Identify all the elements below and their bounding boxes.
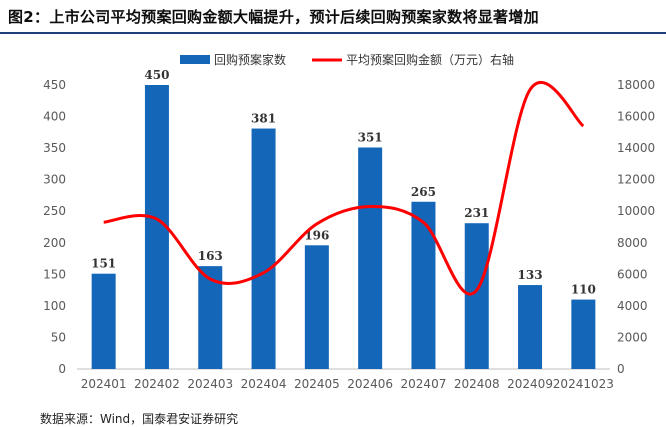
y-left-tick-label: 400 [43,110,66,124]
chart-legend: 回购预案家数 平均预案回购金额（万元）右轴 [180,52,514,67]
bar-data-label: 196 [304,228,329,242]
x-tick-label: 202405 [294,377,340,391]
y-left-tick-label: 50 [51,330,66,344]
bar-data-label: 450 [144,68,169,82]
bar [571,299,596,369]
y-right-tick-label: 18000 [617,78,655,92]
y-left-tick-label: 150 [43,267,66,281]
y-left-tick-label: 200 [43,236,66,250]
bar [358,147,383,369]
y-right-tick-label: 10000 [617,204,655,218]
bar-data-labels: 151 450 163 381 196 351 265 231 133 110 [91,68,596,297]
bar [518,285,543,369]
bar [464,223,489,369]
x-tick-label: 202401 [81,377,127,391]
legend-label-bar: 回购预案家数 [214,52,286,67]
x-tick-label: 202408 [454,377,500,391]
bar-data-label: 133 [518,268,543,282]
bar [91,273,116,369]
bar [251,128,276,369]
bar [304,245,329,369]
x-tick-label: 202404 [241,377,287,391]
line-series [103,80,585,296]
bar-data-label: 151 [91,257,116,271]
x-tick-label: 202403 [187,377,233,391]
y-left-tick-label: 300 [43,173,66,187]
y-right-tick-label: 4000 [617,299,648,313]
x-tick-label: 202406 [347,377,393,391]
y-left-tick-label: 0 [58,362,66,376]
source-note: 数据来源：Wind，国泰君安证券研究 [40,412,239,426]
bar-data-label: 381 [251,112,276,126]
legend-swatch-bar [180,55,210,64]
y-right-tick-label: 6000 [617,267,648,281]
bar-data-label: 265 [411,185,436,199]
bar-data-label: 110 [571,283,596,297]
y-left-tick-label: 250 [43,204,66,218]
y-right-tick-label: 2000 [617,330,648,344]
line-path [103,80,585,296]
bar [411,201,436,369]
bar-data-label: 351 [358,130,383,144]
x-tick-label: 202409 [507,377,553,391]
bar-data-label: 163 [198,249,223,263]
chart-axes: 0 50 100 150 200 250 300 350 400 450 0 2000 4000 6000… [43,78,655,391]
title-bar: 图2：上市公司平均预案回购金额大幅提升，预计后续回购预案家数将显著增加 [0,0,666,34]
y-right-tick-label: 0 [617,362,625,376]
x-tick-label: 20241023 [553,377,614,391]
y-left-tick-label: 450 [43,78,66,92]
chart-title: 图2：上市公司平均预案回购金额大幅提升，预计后续回购预案家数将显著增加 [8,8,539,26]
y-right-tick-label: 16000 [617,110,655,124]
x-tick-label: 202402 [134,377,180,391]
y-left-tick-label: 100 [43,299,66,313]
y-left-tick-label: 350 [43,141,66,155]
legend-label-line: 平均预案回购金额（万元）右轴 [346,52,514,67]
x-tick-label: 202407 [401,377,447,391]
bar-data-label: 231 [464,206,489,220]
y-right-tick-label: 14000 [617,141,655,155]
y-right-tick-label: 12000 [617,173,655,187]
y-right-tick-label: 8000 [617,236,648,250]
